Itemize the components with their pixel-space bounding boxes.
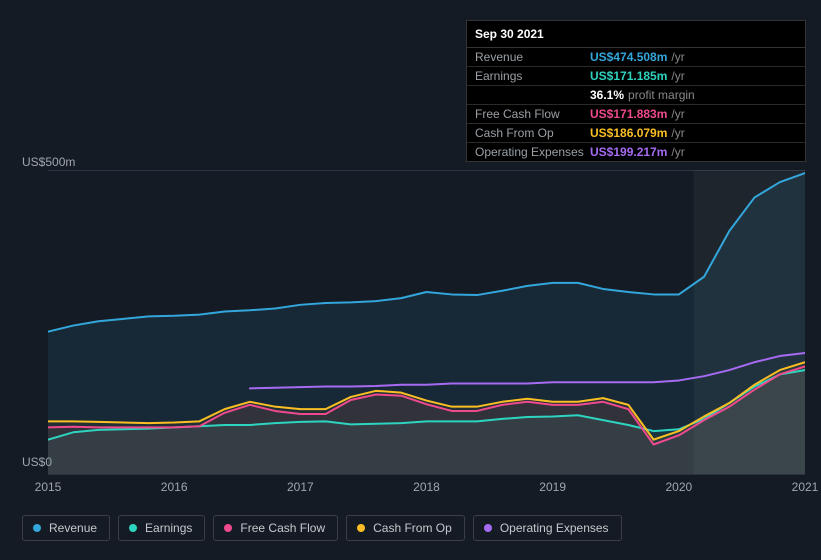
tooltip-date: Sep 30 2021 bbox=[467, 21, 805, 48]
y-axis-max-label: US$500m bbox=[22, 155, 75, 169]
tooltip-row-unit: /yr bbox=[671, 107, 684, 121]
tooltip-row-value: US$171.185m bbox=[590, 69, 667, 83]
x-axis: 2015201620172018201920202021 bbox=[48, 480, 805, 500]
legend-item-opex[interactable]: Operating Expenses bbox=[473, 515, 622, 541]
legend-item-revenue[interactable]: Revenue bbox=[22, 515, 110, 541]
tooltip-row-value: 36.1% bbox=[590, 88, 624, 102]
tooltip-row-label: Revenue bbox=[475, 50, 590, 64]
x-axis-label: 2015 bbox=[35, 480, 62, 494]
tooltip-row: RevenueUS$474.508m/yr bbox=[467, 48, 805, 67]
tooltip-row-value: US$171.883m bbox=[590, 107, 667, 121]
tooltip-row: Free Cash FlowUS$171.883m/yr bbox=[467, 105, 805, 124]
legend-item-label: Earnings bbox=[145, 521, 192, 535]
x-axis-label: 2016 bbox=[161, 480, 188, 494]
tooltip-row-label: Earnings bbox=[475, 69, 590, 83]
financials-chart[interactable] bbox=[48, 170, 805, 475]
x-axis-label: 2019 bbox=[539, 480, 566, 494]
tooltip-row-unit: profit margin bbox=[628, 88, 695, 102]
x-axis-label: 2018 bbox=[413, 480, 440, 494]
legend-item-earnings[interactable]: Earnings bbox=[118, 515, 205, 541]
legend-item-label: Operating Expenses bbox=[500, 521, 609, 535]
tooltip-row-label: Free Cash Flow bbox=[475, 107, 590, 121]
tooltip-row-value: US$199.217m bbox=[590, 145, 667, 159]
tooltip-row-value: US$474.508m bbox=[590, 50, 667, 64]
x-axis-label: 2017 bbox=[287, 480, 314, 494]
legend-dot-icon bbox=[484, 524, 492, 532]
tooltip-row-label bbox=[475, 88, 590, 102]
chart-tooltip: Sep 30 2021 RevenueUS$474.508m/yrEarning… bbox=[466, 20, 806, 162]
tooltip-row-value: US$186.079m bbox=[590, 126, 667, 140]
tooltip-row-label: Operating Expenses bbox=[475, 145, 590, 159]
legend-item-cashop[interactable]: Cash From Op bbox=[346, 515, 465, 541]
legend-dot-icon bbox=[129, 524, 137, 532]
tooltip-row-unit: /yr bbox=[671, 50, 684, 64]
tooltip-row-label: Cash From Op bbox=[475, 126, 590, 140]
legend-dot-icon bbox=[224, 524, 232, 532]
tooltip-row-unit: /yr bbox=[671, 145, 684, 159]
x-axis-label: 2021 bbox=[792, 480, 819, 494]
tooltip-row: 36.1% profit margin bbox=[467, 86, 805, 105]
tooltip-row: Operating ExpensesUS$199.217m/yr bbox=[467, 143, 805, 161]
legend-dot-icon bbox=[33, 524, 41, 532]
tooltip-row-unit: /yr bbox=[671, 126, 684, 140]
legend-item-label: Revenue bbox=[49, 521, 97, 535]
tooltip-row-unit: /yr bbox=[671, 69, 684, 83]
legend-dot-icon bbox=[357, 524, 365, 532]
legend-item-label: Free Cash Flow bbox=[240, 521, 325, 535]
chart-legend: Revenue Earnings Free Cash Flow Cash From O… bbox=[22, 515, 622, 541]
legend-item-fcf[interactable]: Free Cash Flow bbox=[213, 515, 338, 541]
x-axis-label: 2020 bbox=[665, 480, 692, 494]
legend-item-label: Cash From Op bbox=[373, 521, 452, 535]
tooltip-rows: RevenueUS$474.508m/yrEarningsUS$171.185m… bbox=[467, 48, 805, 161]
tooltip-row: EarningsUS$171.185m/yr bbox=[467, 67, 805, 86]
tooltip-row: Cash From OpUS$186.079m/yr bbox=[467, 124, 805, 143]
